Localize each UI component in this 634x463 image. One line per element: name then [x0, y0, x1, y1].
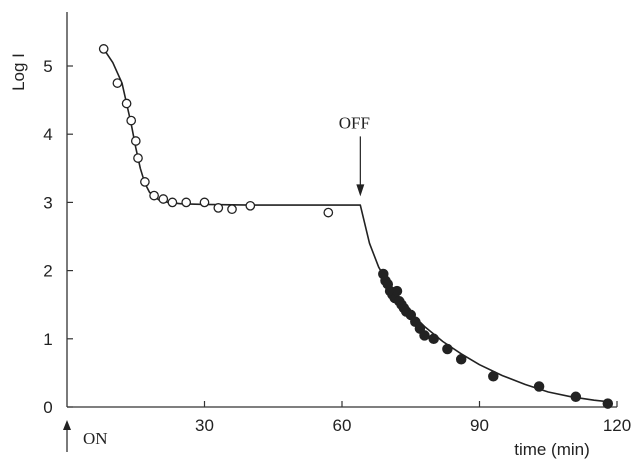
filled-point [442, 343, 453, 355]
fit-curve [103, 48, 613, 403]
open-point [112, 78, 123, 88]
on-arrow-head [63, 420, 71, 430]
filled-point [488, 371, 499, 382]
y-tick-label: 2 [43, 262, 52, 281]
open-point [149, 190, 159, 201]
open-point [126, 115, 137, 126]
x-tick-label: 30 [195, 416, 214, 435]
ticks-group: 0 1 2 3 4 5 30 60 90 120 [43, 57, 631, 435]
y-tick-label: 1 [43, 330, 52, 349]
data-points-group [98, 44, 614, 409]
on-label: ON [83, 429, 108, 448]
filled-point [570, 391, 582, 403]
open-point [245, 200, 256, 211]
x-axis-label: time (min) [514, 440, 590, 459]
open-point [181, 197, 192, 208]
y-tick-label: 4 [43, 125, 52, 144]
open-point [227, 204, 237, 215]
x-tick-label: 60 [333, 416, 352, 435]
open-point [98, 44, 109, 54]
y-tick-label: 5 [43, 57, 52, 76]
open-point [130, 136, 141, 146]
open-point [213, 203, 224, 213]
open-point [199, 197, 210, 208]
open-point [167, 197, 178, 208]
open-point [323, 207, 334, 218]
filled-point [419, 330, 430, 341]
open-point [140, 177, 150, 187]
x-tick-label: 90 [470, 416, 489, 435]
y-tick-label: 0 [43, 398, 52, 417]
fit-curve-group [103, 48, 613, 403]
filled-point [428, 333, 439, 345]
filled-point [533, 381, 545, 392]
filled-point [455, 354, 467, 365]
filled-point [391, 285, 403, 297]
y-axis-label: Log I [9, 53, 28, 91]
filled-point [602, 398, 614, 409]
off-arrow-head [356, 184, 365, 197]
open-point [133, 153, 143, 163]
axes-frame [66, 12, 617, 408]
x-tick-label: 120 [603, 416, 631, 435]
annotations-group: OFF ON [63, 113, 370, 452]
open-point [158, 194, 169, 204]
y-tick-label: 3 [43, 193, 52, 212]
open-point [121, 98, 132, 109]
off-label: OFF [339, 113, 370, 132]
